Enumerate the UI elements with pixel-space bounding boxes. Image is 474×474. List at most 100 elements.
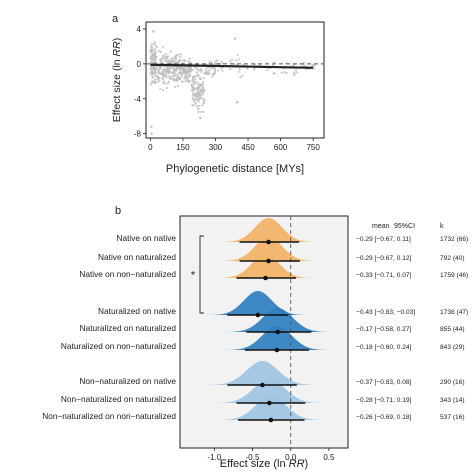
scatter-point	[184, 71, 187, 74]
scatter-point	[196, 81, 199, 84]
scatter-point	[194, 94, 197, 97]
panel-a: a 4 0 -4 -8 0 150 300 450 600 750 Effect size (l…	[111, 13, 325, 175]
scatter-point	[215, 59, 218, 62]
scatter-point	[205, 68, 208, 71]
scatter-point	[202, 80, 205, 84]
scatter-point	[237, 58, 240, 61]
scatter-point	[234, 59, 237, 62]
scatter-point	[196, 105, 199, 108]
scatter-point-outlier	[150, 125, 153, 128]
scatter-point	[187, 66, 190, 69]
y-tick-label: -4	[134, 95, 142, 104]
row-k-4: 1738 (47)	[440, 309, 468, 316]
scatter-point	[164, 82, 167, 85]
scatter-point	[154, 58, 157, 61]
scatter-point	[153, 65, 156, 69]
scatter-point	[189, 70, 192, 73]
scatter-point	[200, 70, 203, 73]
scatter-point	[198, 95, 202, 98]
scatter-point	[293, 72, 296, 75]
scatter-point	[241, 74, 244, 77]
scatter-point	[239, 75, 242, 79]
scatter-point	[201, 91, 204, 94]
row-label-3: Native on non−naturalized	[79, 269, 176, 279]
scatter-point	[221, 69, 224, 72]
scatter-point	[191, 79, 195, 82]
scatter-point	[238, 68, 241, 71]
scatter-point	[203, 98, 206, 101]
scatter-point	[285, 71, 288, 74]
scatter-point	[152, 59, 155, 62]
mean-point-5	[275, 329, 281, 335]
scatter-point	[189, 68, 192, 72]
ridge-density-2	[218, 237, 319, 261]
scatter-point	[159, 51, 162, 54]
scatter-point	[303, 61, 306, 64]
scatter-point	[173, 72, 176, 75]
scatter-point	[198, 77, 201, 81]
x-tick-label: 300	[209, 143, 223, 152]
row-stats-7: −0.37 [−0.83, 0.08]	[356, 379, 412, 386]
scatter-point	[195, 71, 199, 74]
scatter-point	[174, 73, 178, 77]
scatter-point	[175, 77, 178, 80]
scatter-point	[179, 71, 183, 74]
scatter-point	[236, 53, 239, 57]
x-tick-label: 150	[176, 143, 190, 152]
scatter-point	[164, 53, 167, 56]
panel-b-x-axis-label: Effect size (ln RR)	[220, 458, 308, 470]
scatter-point	[201, 104, 204, 107]
scatter-point	[153, 55, 157, 58]
scatter-point	[157, 69, 160, 72]
panel-a-label: a	[112, 13, 119, 25]
scatter-point	[153, 42, 156, 45]
scatter-point	[246, 67, 249, 70]
scatter-point	[161, 46, 164, 49]
scatter-point	[272, 61, 276, 64]
scatter-point	[199, 67, 202, 71]
x-tick-label: -1.0	[207, 453, 221, 462]
scatter-point	[194, 102, 197, 106]
panel-a-regression-line	[150, 63, 314, 69]
scatter-point	[158, 76, 161, 79]
scatter-point	[151, 43, 154, 46]
row-k-9: 537 (16)	[440, 414, 465, 421]
scatter-point	[191, 92, 195, 95]
scatter-point	[158, 49, 161, 52]
scatter-point	[188, 57, 191, 60]
scatter-point	[149, 83, 153, 86]
scatter-point	[210, 60, 213, 63]
scatter-point	[196, 90, 199, 94]
scatter-point	[162, 89, 165, 92]
scatter-point	[216, 69, 220, 72]
row-label-9: Non−naturalized on non−naturalized	[42, 411, 176, 421]
scatter-point	[155, 68, 158, 71]
scatter-point	[208, 68, 211, 72]
panel-b-stats-table: −0.29 [−0.67, 0.11] 1732 (66) −0.29 [−0.67…	[356, 236, 468, 421]
scatter-point	[173, 85, 176, 89]
scatter-point	[170, 75, 173, 78]
row-stats-9: −0.26 [−0.69, 0.18]	[356, 414, 412, 421]
scatter-point	[162, 81, 165, 84]
scatter-point	[165, 76, 168, 79]
scatter-point	[194, 78, 197, 81]
scatter-point	[197, 107, 200, 110]
scatter-point	[154, 75, 157, 78]
scatter-point	[153, 48, 157, 51]
scatter-point	[176, 79, 179, 82]
scatter-point	[150, 53, 153, 56]
scatter-point	[149, 45, 153, 49]
scatter-point	[155, 46, 158, 49]
x-tick-label: 0.5	[323, 453, 335, 462]
scatter-point-outlier	[199, 116, 202, 120]
scatter-point	[163, 74, 166, 78]
panel-a-x-axis-label: Phylogenetic distance [MYs]	[166, 163, 304, 175]
scatter-point	[188, 75, 191, 78]
scatter-point	[211, 72, 215, 76]
scatter-point	[192, 104, 195, 107]
scatter-point	[199, 83, 203, 86]
scatter-point	[208, 72, 211, 76]
y-tick-label: 0	[137, 60, 142, 69]
scatter-point	[191, 89, 194, 92]
scatter-point	[206, 70, 210, 74]
